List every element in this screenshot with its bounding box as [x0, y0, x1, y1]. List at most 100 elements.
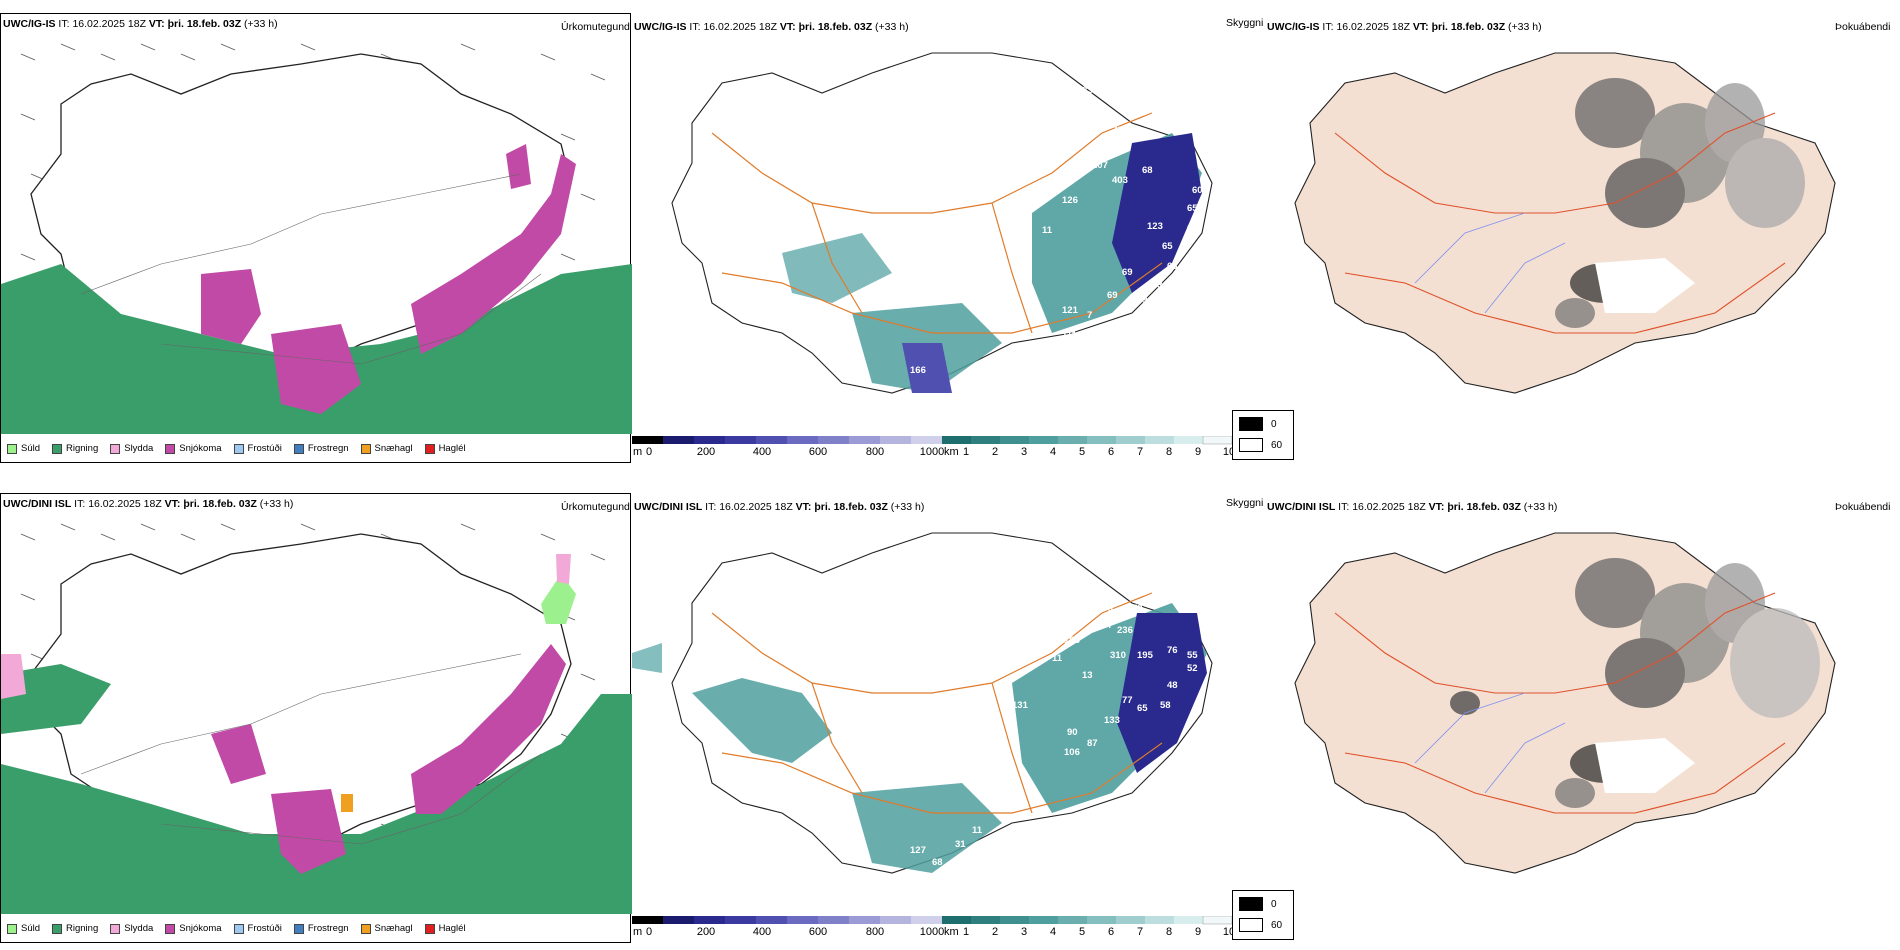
- visibility-teal-s: [852, 783, 1002, 873]
- top-cloud-map: 233 79 242 207 403 68 126 11 60 65 65 12…: [671, 52, 1213, 406]
- visibility-labels: 233 79 242 207 403 68 126 11 60 65 65 12…: [910, 85, 1203, 406]
- visibility-label: 310: [1110, 650, 1126, 661]
- vis-tick: 6: [1107, 926, 1115, 938]
- cloud-colorbar-bottom: [632, 916, 942, 924]
- top-fog-map: [1294, 52, 1836, 394]
- visibility-label: 90: [1067, 727, 1078, 738]
- vis-tick: 1: [962, 926, 970, 938]
- bottom-fog-title: Þokuábendi: [1835, 501, 1891, 513]
- visibility-label: 65: [1187, 203, 1198, 214]
- vis-tick: 7: [1136, 926, 1144, 938]
- fog-indicator-white: [1595, 258, 1695, 313]
- bottom-precip-map: [1, 523, 632, 914]
- bottom-cloud-title: Skyggni: [1226, 497, 1264, 509]
- roads: [1334, 112, 1786, 334]
- cloud-tick: 0: [645, 446, 653, 458]
- visibility-label: 76: [1167, 645, 1178, 656]
- rivers: [1414, 692, 1566, 794]
- visibility-label: 60: [1192, 185, 1203, 196]
- vis-tick: 5: [1078, 926, 1086, 938]
- roads: [80, 653, 542, 845]
- visibility-label: 65: [1187, 223, 1198, 234]
- legend-item: Slydda: [110, 443, 153, 454]
- roads: [711, 112, 1163, 334]
- vis-tick: 3: [1020, 926, 1028, 938]
- vis-unit-top: km: [944, 446, 959, 458]
- vis-tick: 9: [1194, 926, 1202, 938]
- visibility-label: 403: [1112, 175, 1128, 186]
- vis-colorbar-top: [942, 436, 1232, 445]
- bottom-fog-map: [1294, 532, 1836, 874]
- legend-swatch: [424, 923, 435, 934]
- cloud-unit-bottom: m: [633, 926, 643, 938]
- visibility-label: 195: [1137, 650, 1154, 661]
- visibility-label: 55: [1187, 650, 1198, 661]
- vis-unit-bottom: km: [944, 926, 959, 938]
- vis-tick: 4: [1049, 446, 1057, 458]
- top-cloud-panel: UWC/IG-IS IT: 16.02.2025 18Z VT: þri. 18…: [632, 13, 1264, 463]
- visibility-label: 65: [1162, 241, 1173, 252]
- legend-swatch: [165, 443, 176, 454]
- cloud-tick: 600: [808, 926, 828, 938]
- top-precip-panel: UWC/IG-IS IT: 16.02.2025 18Z VT: þri. 18…: [0, 13, 632, 463]
- visibility-navy-s: [902, 343, 952, 393]
- visibility-label: 72: [1132, 603, 1143, 614]
- drizzle-region-ne: [541, 574, 576, 624]
- cloud-tick: 800: [865, 926, 885, 938]
- visibility-label: 31: [955, 839, 966, 850]
- visibility-label: 87: [1087, 738, 1098, 749]
- vis-tick: 1: [962, 446, 970, 458]
- fog-swatch: [1239, 438, 1263, 452]
- bottom-fog-panel: UWC/DINI ISL IT: 16.02.2025 18Z VT: þri.…: [1232, 493, 1900, 943]
- legend-swatch: [233, 923, 244, 934]
- legend-item: Haglél: [424, 923, 466, 934]
- fog-swatch: [1239, 897, 1263, 911]
- cloud-tick: 400: [752, 926, 772, 938]
- legend-item: Snæhagl: [360, 443, 413, 454]
- rain-region-west: [1, 664, 111, 734]
- legend-item: Rigning: [52, 923, 98, 934]
- visibility-label: 11: [972, 825, 983, 836]
- legend-item: Frostúði: [233, 923, 282, 934]
- fog-legend-bottom: 0 60: [1232, 890, 1294, 940]
- bottom-precip-header: UWC/DINI ISL IT: 16.02.2025 18Z VT: þri.…: [3, 498, 294, 510]
- bottom-cloud-header: UWC/DINI ISL IT: 16.02.2025 18Z VT: þri.…: [634, 501, 925, 513]
- visibility-label: 111: [1062, 330, 1078, 341]
- legend-swatch: [52, 443, 63, 454]
- visibility-label: 77: [1122, 695, 1133, 706]
- top-cloud-header: UWC/IG-IS IT: 16.02.2025 18Z VT: þri. 18…: [634, 21, 909, 33]
- visibility-label: 69: [1122, 557, 1133, 568]
- cloud-tick: 1000: [919, 926, 945, 938]
- visibility-label: 106: [1064, 747, 1080, 758]
- top-fog-title: Þokuábendi: [1835, 21, 1891, 33]
- legend-item: Frostúði: [233, 443, 282, 454]
- bottom-fog-header: UWC/DINI ISL IT: 16.02.2025 18Z VT: þri.…: [1267, 501, 1558, 513]
- visibility-label: 699: [844, 731, 860, 742]
- cloud-tick: 1000: [919, 446, 945, 458]
- top-fog-panel: UWC/IG-IS IT: 16.02.2025 18Z VT: þri. 18…: [1232, 13, 1900, 463]
- legend-swatch: [360, 443, 371, 454]
- snow-region-se: [411, 154, 576, 354]
- legend-item: Súld: [7, 923, 40, 934]
- visibility-label: 287: [1097, 620, 1113, 631]
- visibility-label: 127: [910, 845, 926, 856]
- precip-legend-bottom: Súld Rigning Slydda Snjókoma Frostúði Fr…: [7, 923, 466, 934]
- visibility-label: 131: [1012, 700, 1029, 711]
- top-precip-title: Úrkomutegund: [561, 21, 630, 33]
- bottom-precip-panel: UWC/DINI ISL IT: 16.02.2025 18Z VT: þri.…: [0, 493, 632, 943]
- visibility-label: 7: [1087, 310, 1092, 321]
- visibility-label: 184: [700, 677, 717, 688]
- visibility-label: 242: [1092, 145, 1108, 156]
- vis-tick: 2: [991, 446, 999, 458]
- vis-tick: 5: [1078, 446, 1086, 458]
- legend-item: Frostregn: [293, 923, 349, 934]
- legend-item: Súld: [7, 443, 40, 454]
- top-fog-header: UWC/IG-IS IT: 16.02.2025 18Z VT: þri. 18…: [1267, 21, 1542, 33]
- visibility-navy-e: [1112, 133, 1202, 293]
- legend-swatch: [165, 923, 176, 934]
- fog-legend-row: 0: [1239, 417, 1277, 431]
- legend-swatch: [110, 923, 121, 934]
- top-precip-header: UWC/IG-IS IT: 16.02.2025 18Z VT: þri. 18…: [3, 18, 278, 30]
- snow-region-sw: [211, 724, 266, 784]
- legend-item: Haglél: [424, 443, 466, 454]
